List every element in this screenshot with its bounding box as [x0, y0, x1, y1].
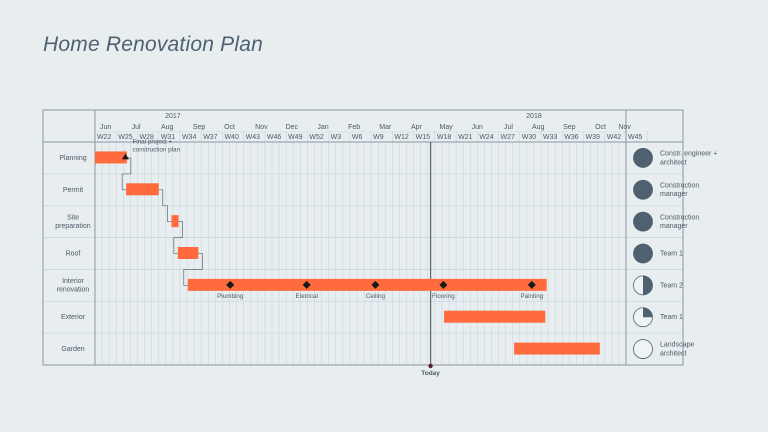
task-label: Exterior — [61, 314, 86, 321]
today-label: Today — [421, 370, 440, 377]
dependency-connector — [121, 157, 132, 191]
month-label: Aug — [161, 124, 174, 131]
week-label: W9 — [373, 134, 384, 141]
week-label: W46 — [267, 134, 282, 141]
month-label: Jul — [132, 124, 141, 131]
week-label: W25 — [118, 134, 132, 141]
week-label: W40 — [224, 134, 239, 141]
dependency-connector — [158, 189, 172, 223]
dependency-connector — [183, 253, 203, 286]
month-label: May — [440, 124, 454, 131]
week-label: W42 — [607, 134, 622, 141]
page-title: Home Renovation Plan — [43, 33, 263, 56]
month-label: Jan — [317, 124, 328, 131]
resource-label: Team 1 — [660, 251, 683, 258]
resource-progress-fill — [633, 180, 653, 200]
task-bar — [444, 310, 546, 323]
week-label: W45 — [628, 134, 643, 141]
task-bar — [187, 278, 547, 291]
month-label: Nov — [255, 124, 268, 131]
week-label: W21 — [458, 134, 473, 141]
week-label: W34 — [182, 134, 197, 141]
week-label: W22 — [97, 134, 112, 141]
dependency-connector — [173, 221, 183, 254]
week-label: W31 — [161, 134, 176, 141]
task-bar — [171, 215, 179, 228]
month-label: Jun — [472, 124, 483, 131]
milestone-label: Painting — [520, 293, 543, 300]
task-label: Site preparation — [55, 214, 91, 230]
resource-label: Construction manager — [660, 182, 699, 198]
month-label: Oct — [595, 124, 606, 131]
week-label: W28 — [139, 134, 154, 141]
task-label: Interior renovation — [57, 278, 90, 294]
week-label: W15 — [416, 134, 431, 141]
resource-progress-fill — [633, 148, 653, 168]
milestone-label: Final project + construction plan — [132, 138, 180, 153]
task-label: Permit — [63, 187, 83, 194]
milestone-diamond — [302, 280, 311, 289]
task-label: Planning — [59, 155, 86, 162]
today-marker — [428, 363, 433, 369]
week-label: W43 — [246, 134, 261, 141]
task-label: Garden — [61, 346, 84, 353]
resource-progress-fill — [633, 244, 653, 263]
task-bar — [95, 151, 127, 164]
year-label: 2018 — [526, 113, 542, 120]
resource-label: Construction manager — [660, 214, 699, 230]
week-label: W3 — [331, 134, 342, 141]
week-label: W37 — [203, 134, 218, 141]
month-label: Jun — [100, 124, 111, 131]
month-label: Sep — [193, 124, 206, 131]
resource-label: Team 1 — [660, 314, 683, 321]
week-label: W12 — [394, 134, 409, 141]
month-label: Nov — [618, 124, 631, 131]
milestone-diamond — [226, 280, 235, 289]
month-label: Sep — [563, 124, 576, 131]
week-label: W36 — [564, 134, 579, 141]
month-label: Feb — [348, 124, 360, 131]
resource-progress-fill — [643, 275, 653, 295]
milestone-label: Flooring — [432, 293, 455, 300]
month-label: Mar — [379, 124, 392, 131]
week-label: W33 — [543, 134, 558, 141]
task-bar — [177, 247, 199, 259]
week-label: W24 — [479, 134, 494, 141]
resource-label: Landscape architect — [660, 342, 694, 358]
month-label: Apr — [411, 124, 423, 131]
task-label: Roof — [66, 251, 81, 258]
milestone-label: Plumbing — [217, 293, 244, 300]
week-label: W27 — [501, 134, 516, 141]
resource-progress-fill — [643, 307, 653, 318]
resource-label: Team 2 — [660, 282, 683, 289]
month-label: Jul — [504, 124, 513, 131]
task-bar — [514, 342, 600, 355]
milestone-diamond — [527, 280, 536, 289]
week-label: W49 — [288, 134, 303, 141]
chart-frame — [42, 109, 684, 366]
milestone-diamond — [371, 280, 380, 289]
milestone-label: Ceiling — [366, 293, 386, 300]
resource-progress-ring — [633, 339, 653, 359]
resource-label: Constr. engineer + architect — [660, 151, 717, 167]
milestone-label: Eletrical — [295, 293, 317, 300]
week-label: W30 — [522, 134, 537, 141]
month-label: Aug — [532, 124, 545, 131]
year-label: 2017 — [165, 113, 181, 120]
week-label: W52 — [309, 134, 324, 141]
task-bar — [126, 183, 159, 196]
month-label: Dec — [286, 124, 299, 131]
week-label: W39 — [586, 134, 601, 141]
milestone-triangle — [121, 153, 129, 160]
month-label: Oct — [224, 124, 235, 131]
week-label: W6 — [352, 134, 363, 141]
milestone-diamond — [439, 280, 448, 289]
resource-progress-fill — [633, 212, 653, 232]
week-label: W18 — [437, 134, 452, 141]
